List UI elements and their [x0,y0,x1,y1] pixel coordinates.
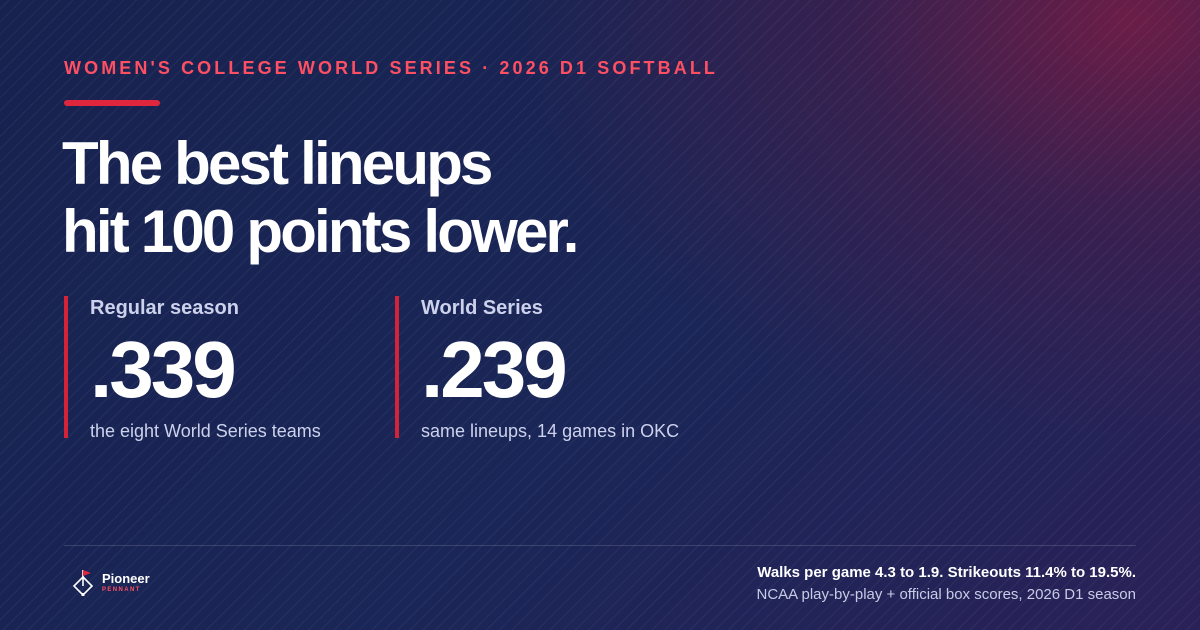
stat-regular-season: Regular season .339 the eight World Seri… [64,296,321,441]
headline-line-2: hit 100 points lower. [62,198,579,265]
stat-note: same lineups, 14 games in OKC [421,421,680,441]
brand-subtitle: PENNANT [102,587,141,593]
footer-summary: Walks per game 4.3 to 1.9. Strikeouts 11… [757,564,1136,581]
stat-world-series: World Series .239 same lineups, 14 games… [395,296,679,441]
brand-name: Pioneer [102,571,150,586]
stat-label: Regular season [90,297,239,319]
diamond-pennant-icon [72,570,94,597]
stat-value: .239 [421,325,568,414]
eyebrow-label: WOMEN'S COLLEGE WORLD SERIES · 2026 D1 S… [64,58,719,78]
headline-line-1: The best lineups [62,130,493,197]
brand-logo: Pioneer PENNANT [72,568,150,598]
stat-note: the eight World Series teams [90,421,321,441]
headline: The best lineups hit 100 points lower. [62,130,1062,266]
stat-label: World Series [421,297,543,319]
footer-text: Walks per game 4.3 to 1.9. Strikeouts 11… [756,563,1136,605]
footer-divider [64,545,1136,546]
footer-source: NCAA play-by-play + official box scores,… [756,586,1136,603]
stat-value: .339 [90,325,237,414]
accent-rule [64,100,160,106]
